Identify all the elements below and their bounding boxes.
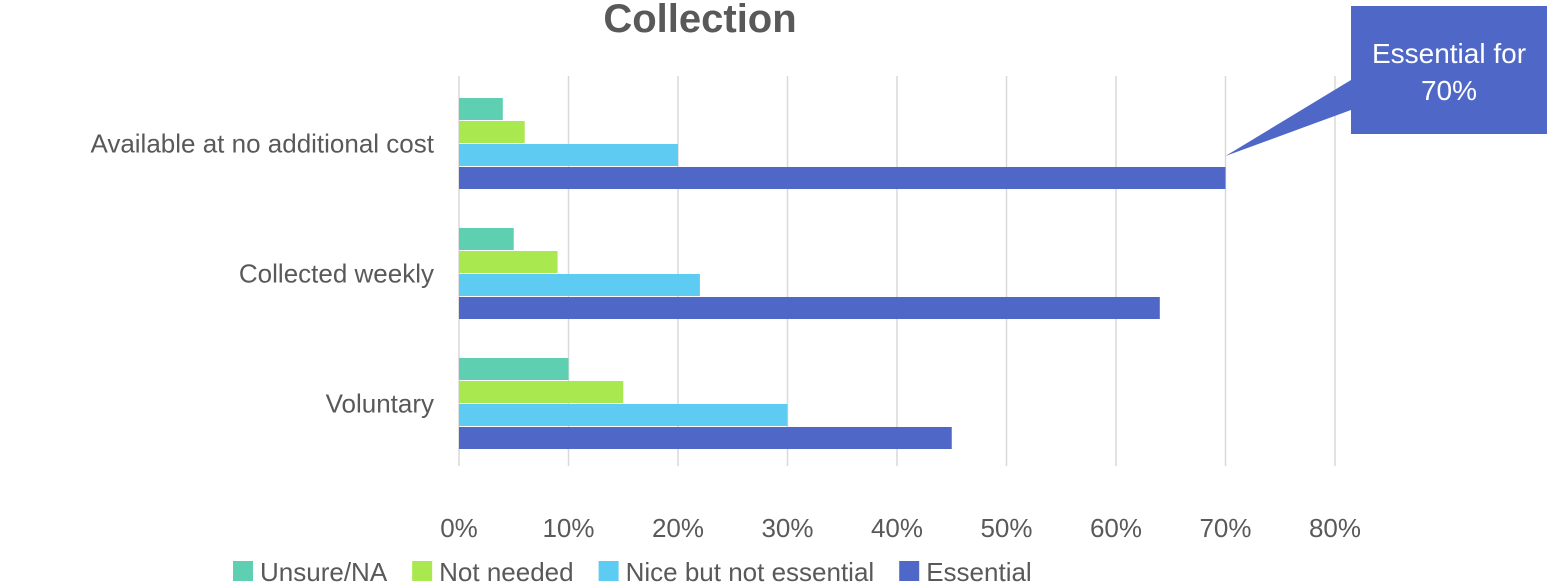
x-tick-labels: 0% 10% 20% 30% 40% 50% 60% 70% 80% — [440, 513, 1361, 543]
callout-label: Essential for — [1372, 38, 1526, 69]
x-tick-label: 80% — [1309, 513, 1361, 543]
x-tick-label: 40% — [871, 513, 923, 543]
legend-swatch — [899, 561, 919, 581]
bar — [459, 404, 788, 426]
bars — [459, 98, 1226, 449]
bar — [459, 427, 952, 449]
category-labels: Available at no additional cost Collected… — [90, 129, 434, 419]
legend-label: Essential — [926, 557, 1032, 583]
legend-swatch — [599, 561, 619, 581]
legend-label: Not needed — [439, 557, 573, 583]
callout-box — [1351, 6, 1547, 134]
bar — [459, 228, 514, 250]
bar — [459, 251, 558, 273]
x-tick-label: 60% — [1090, 513, 1142, 543]
callout-pointer — [1226, 80, 1352, 156]
category-label: Voluntary — [326, 389, 434, 419]
legend-swatch — [412, 561, 432, 581]
legend: Unsure/NA Not needed Nice but not essentia… — [233, 557, 1032, 583]
x-tick-label: 10% — [542, 513, 594, 543]
bar — [459, 381, 623, 403]
chart-title: Collection — [603, 0, 796, 41]
callout: Essential for 70% — [1226, 6, 1547, 156]
x-tick-label: 0% — [440, 513, 478, 543]
legend-swatch — [233, 561, 253, 581]
category-label: Available at no additional cost — [90, 129, 434, 159]
legend-label: Nice but not essential — [626, 557, 875, 583]
x-tick-label: 70% — [1199, 513, 1251, 543]
x-tick-label: 50% — [980, 513, 1032, 543]
bar — [459, 274, 700, 296]
bar — [459, 297, 1160, 319]
bar — [459, 144, 678, 166]
callout-label: 70% — [1421, 75, 1477, 106]
bar — [459, 167, 1226, 189]
bar — [459, 121, 525, 143]
bar — [459, 358, 569, 380]
bar — [459, 98, 503, 120]
x-tick-label: 30% — [761, 513, 813, 543]
legend-label: Unsure/NA — [260, 557, 388, 583]
x-tick-label: 20% — [652, 513, 704, 543]
category-label: Collected weekly — [239, 259, 434, 289]
